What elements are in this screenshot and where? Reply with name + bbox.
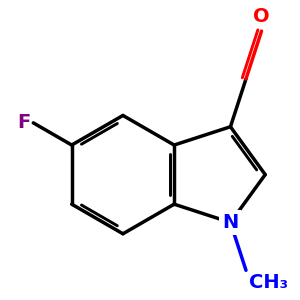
Text: CH₃: CH₃ [249,273,288,292]
Text: N: N [222,213,239,232]
Text: F: F [17,113,30,132]
Text: O: O [253,8,270,26]
